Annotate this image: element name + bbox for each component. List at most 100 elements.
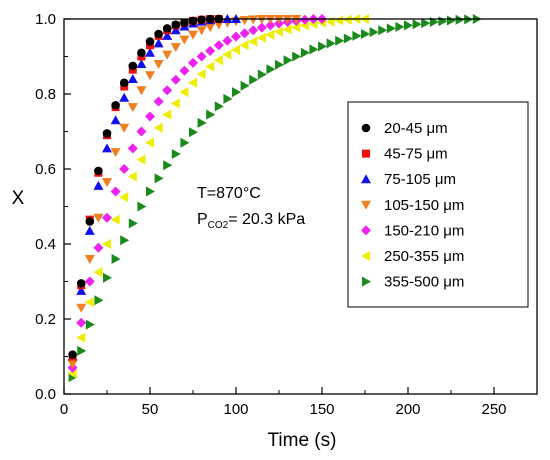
data-point [127, 74, 138, 83]
data-point [153, 122, 163, 133]
data-point [283, 55, 293, 66]
data-point [102, 129, 112, 138]
data-point [239, 40, 249, 51]
data-point [266, 64, 276, 75]
data-point [76, 285, 87, 295]
data-point [274, 26, 283, 37]
data-point [300, 47, 310, 58]
data-point [180, 137, 190, 148]
legend-marker [361, 123, 371, 133]
data-point [205, 45, 216, 56]
data-point [119, 164, 130, 174]
legend-marker [361, 200, 371, 210]
data-point [265, 20, 276, 31]
data-point [154, 173, 164, 184]
data-point [94, 166, 103, 176]
data-point [180, 18, 189, 28]
data-point [395, 21, 405, 32]
series-triangle-left [67, 14, 369, 379]
legend-label: 45-75 μm [384, 146, 448, 163]
data-point [239, 28, 250, 39]
data-point [214, 101, 224, 112]
data-point [170, 25, 181, 35]
data-point [222, 49, 232, 60]
data-point [170, 98, 180, 109]
data-point [188, 77, 197, 88]
data-point [128, 61, 138, 71]
x-axis-title: Time (s) [268, 430, 337, 451]
data-point [68, 350, 77, 359]
legend-marker [362, 276, 371, 287]
legend-label: 75-105 μm [384, 171, 456, 188]
data-point [335, 35, 345, 46]
data-point [205, 61, 215, 72]
data-point [102, 178, 112, 188]
axes [63, 18, 538, 395]
data-point [84, 225, 95, 235]
legend-label: 20-45 μm [384, 120, 448, 137]
data-point [146, 186, 155, 197]
data-point [85, 217, 95, 226]
data-point [291, 22, 301, 33]
data-point [76, 332, 86, 343]
data-point [222, 35, 233, 46]
data-point [93, 213, 104, 223]
data-point [111, 254, 121, 264]
data-point [84, 297, 94, 308]
legend-label: 250-355 μm [384, 248, 464, 265]
data-point [67, 360, 78, 369]
data-point [76, 279, 86, 288]
data-point [145, 137, 154, 148]
data-point [119, 92, 130, 102]
data-point [197, 117, 207, 128]
data-point [179, 87, 189, 98]
data-point [128, 218, 138, 229]
data-point [334, 15, 344, 26]
data-point [248, 25, 259, 36]
data-point [326, 38, 336, 49]
data-point [153, 96, 164, 107]
data-point [189, 127, 198, 138]
legend-marker [361, 251, 370, 261]
data-point [299, 14, 310, 25]
data-point [179, 65, 190, 76]
data-point [153, 60, 164, 69]
data-point [85, 319, 95, 330]
legend-box [347, 101, 529, 308]
data-point [196, 51, 207, 62]
data-point [136, 126, 147, 137]
data-point [438, 16, 448, 27]
plot-area [67, 14, 482, 383]
data-point [231, 31, 241, 42]
data-point [282, 24, 292, 35]
data-point [119, 192, 129, 203]
data-point [102, 143, 112, 153]
data-point [154, 29, 163, 39]
data-point [136, 154, 146, 165]
data-point [213, 40, 224, 51]
data-point [110, 115, 121, 125]
data-point [145, 37, 155, 46]
data-point [84, 276, 95, 287]
y-tick-label: 0.8 [35, 86, 56, 103]
legend-marker [362, 149, 370, 158]
series-triangle-down [67, 15, 302, 369]
data-point [196, 69, 206, 80]
data-point [76, 303, 87, 313]
data-point [162, 85, 173, 96]
data-point [265, 29, 275, 40]
data-point [325, 16, 335, 27]
x-tick-label: 0 [60, 401, 68, 418]
data-point [223, 93, 233, 104]
data-point [213, 55, 223, 66]
data-point [145, 111, 155, 122]
data-point [127, 143, 138, 154]
data-point [197, 15, 206, 25]
data-point [171, 20, 181, 29]
annotation-pressure-symbol: P [197, 211, 208, 228]
data-point [447, 15, 456, 26]
data-point [248, 36, 258, 47]
data-point [386, 23, 396, 34]
data-point [249, 74, 259, 85]
